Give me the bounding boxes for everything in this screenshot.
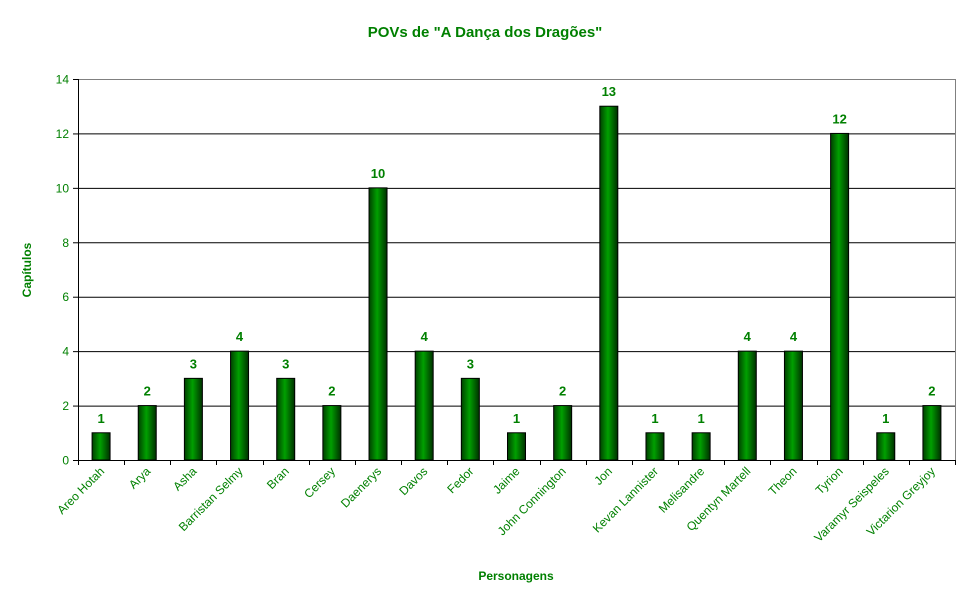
data-label: 1 bbox=[97, 411, 104, 426]
y-axis-label: Capítulos bbox=[20, 242, 34, 297]
data-label: 2 bbox=[328, 384, 335, 399]
bar bbox=[553, 405, 573, 461]
data-label: 1 bbox=[698, 411, 705, 426]
data-label: 3 bbox=[190, 356, 197, 371]
bar bbox=[737, 350, 757, 461]
gridlines bbox=[78, 79, 956, 461]
data-label: 2 bbox=[928, 384, 935, 399]
x-tick-label: Daenerys bbox=[338, 464, 384, 510]
x-tick-label: Arya bbox=[126, 464, 154, 492]
plot-area bbox=[78, 79, 956, 461]
x-axis-label: Personagens bbox=[478, 569, 554, 583]
x-tick-label: Theon bbox=[766, 464, 800, 498]
bar bbox=[137, 405, 157, 461]
y-tick-label: 8 bbox=[62, 236, 69, 250]
data-label: 2 bbox=[559, 384, 566, 399]
bar bbox=[599, 105, 619, 461]
x-tick-label: Fedor bbox=[444, 464, 476, 496]
x-tick-label: Areo Hotah bbox=[54, 464, 107, 517]
bar bbox=[507, 432, 526, 461]
bar bbox=[830, 132, 850, 461]
bar bbox=[922, 405, 942, 461]
data-label: 3 bbox=[467, 356, 474, 371]
x-tick-label: Davos bbox=[396, 464, 430, 498]
y-tick-label: 4 bbox=[62, 345, 69, 359]
data-label: 4 bbox=[421, 329, 429, 344]
data-label: 2 bbox=[144, 384, 151, 399]
y-tick-label: 0 bbox=[62, 454, 69, 468]
chart-title: POVs de "A Dança dos Dragões" bbox=[368, 24, 603, 41]
x-tick-label: Tyrion bbox=[813, 464, 846, 497]
bar bbox=[91, 432, 111, 461]
data-label: 1 bbox=[882, 411, 889, 426]
bar bbox=[230, 350, 250, 461]
y-tick-label: 12 bbox=[56, 127, 70, 141]
data-label: 10 bbox=[371, 166, 385, 181]
bar bbox=[368, 187, 388, 461]
data-label: 1 bbox=[513, 411, 520, 426]
x-tick-label: Cersey bbox=[301, 464, 338, 501]
x-tick-label: Jon bbox=[591, 464, 615, 488]
y-tick-label: 2 bbox=[62, 399, 69, 413]
bar bbox=[783, 350, 803, 461]
data-label: 3 bbox=[282, 356, 289, 371]
x-tick-label: Asha bbox=[170, 464, 199, 493]
bar bbox=[460, 377, 480, 461]
bar bbox=[414, 350, 434, 461]
data-label: 4 bbox=[236, 329, 244, 344]
y-tick-label: 14 bbox=[56, 73, 70, 87]
bar bbox=[876, 432, 896, 461]
data-label: 1 bbox=[651, 411, 658, 426]
x-tick-label: Jaime bbox=[490, 464, 523, 497]
bar bbox=[276, 377, 296, 461]
bar bbox=[322, 405, 342, 461]
data-label: 12 bbox=[832, 111, 846, 126]
data-label: 4 bbox=[744, 329, 752, 344]
bar bbox=[183, 377, 203, 461]
data-label: 13 bbox=[602, 84, 616, 99]
bar bbox=[691, 432, 711, 461]
y-tick-label: 10 bbox=[56, 181, 70, 195]
data-label: 4 bbox=[790, 329, 798, 344]
x-tick-label: Bran bbox=[264, 464, 292, 492]
y-tick-label: 6 bbox=[62, 290, 69, 304]
bar bbox=[645, 432, 665, 461]
